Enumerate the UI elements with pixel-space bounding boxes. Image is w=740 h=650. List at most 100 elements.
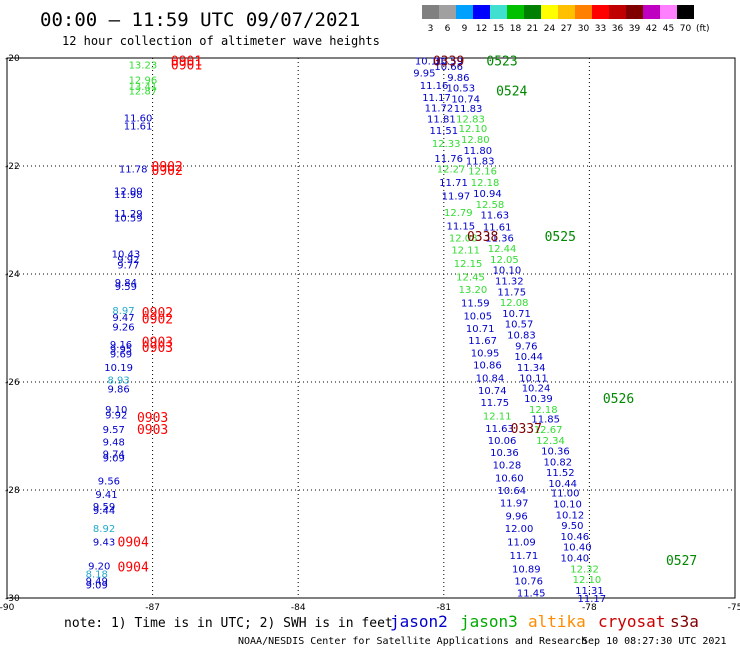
color-scale-swatch [456, 5, 473, 19]
swh-observation: 11.75 [480, 398, 509, 409]
swh-observation: 9.09 [86, 581, 108, 592]
color-scale-label: 18 [510, 24, 522, 34]
swh-observation: 13.20 [459, 285, 488, 296]
color-scale-swatch [626, 5, 643, 19]
swh-observation: 10.84 [476, 374, 505, 385]
swh-observation: 8.92 [93, 524, 115, 535]
swh-observation: 11.29 [114, 209, 143, 220]
color-scale-swatch [575, 5, 592, 19]
chart-subtitle: 12 hour collection of altimeter wave hei… [62, 34, 380, 48]
pass-label: 0902 [142, 306, 173, 321]
swh-observation: 12.10 [573, 575, 602, 586]
color-scale-swatch [643, 5, 660, 19]
swh-observation: 9.50 [561, 521, 583, 532]
color-scale-label: 70 [680, 24, 692, 34]
pass-label: 0903 [137, 411, 168, 426]
swh-observation: 10.59 [434, 57, 463, 68]
swh-observation: 11.15 [446, 221, 475, 232]
swh-observation: 12.83 [456, 114, 485, 125]
color-scale-label: 9 [462, 24, 468, 34]
swh-observation: 12.32 [570, 564, 599, 575]
swh-observation: 10.83 [507, 330, 536, 341]
swh-observation: 11.59 [461, 299, 490, 310]
swh-observation: 9.56 [98, 476, 120, 487]
swh-observation: 10.74 [478, 386, 507, 397]
x-tick-label: -78 [582, 603, 597, 613]
swh-observation: 11.97 [500, 498, 529, 509]
swh-observation: 10.11 [519, 374, 548, 385]
swh-observation: 10.40 [561, 554, 590, 565]
swh-observation: 11.51 [429, 126, 458, 137]
swh-observation: 11.63 [480, 211, 509, 222]
swh-observation: 10.94 [473, 189, 502, 200]
pass-label: 0525 [545, 230, 576, 245]
swh-observation: 9.26 [112, 322, 134, 333]
swh-observation: 12.05 [490, 255, 519, 266]
swh-observation: 9.95 [413, 69, 435, 80]
swh-observation: 10.57 [505, 320, 534, 331]
axis-ticks: -90 -87 -84 -81 -78 -75 -20 -22 -24 -26 -28 -30 [0, 54, 740, 613]
color-scale-legend: 3 6 9 12 15 18 21 24 27 30 33 36 39 42 45 70 (ft) [422, 5, 710, 34]
swh-observation: 9.74 [103, 449, 125, 460]
color-scale-swatch [660, 5, 677, 19]
swh-observation: 11.32 [495, 276, 524, 287]
color-scale-swatch [592, 5, 609, 19]
swh-observation: 10.53 [446, 84, 475, 95]
swh-observation: 10.40 [563, 543, 592, 554]
swh-observation: 10.19 [104, 363, 133, 374]
swh-observation: 9.77 [117, 260, 139, 271]
color-scale-swatch [422, 5, 439, 19]
x-tick-label: -84 [291, 603, 306, 613]
swh-observation: 11.72 [425, 104, 454, 115]
swh-observation: 12.00 [505, 524, 534, 535]
swh-observation: 11.34 [517, 363, 546, 374]
pass-label: 0523 [486, 55, 517, 70]
swh-observation: 10.76 [514, 577, 543, 588]
swh-observation: 11.63 [485, 424, 514, 435]
swh-observation: 10.10 [553, 500, 582, 511]
x-tick-label: -81 [436, 603, 451, 613]
swh-observation: 12.08 [449, 233, 478, 244]
swh-observation: 9.10 [105, 405, 127, 416]
swh-observation: 12.33 [432, 139, 461, 150]
y-tick-label: -26 [5, 378, 20, 388]
swh-observation: 10.12 [556, 510, 585, 521]
swh-observation: 13.23 [129, 60, 158, 71]
swh-observation: 11.98 [114, 190, 143, 201]
swh-observation: 10.89 [512, 564, 541, 575]
swh-observation: 10.05 [463, 312, 492, 323]
swh-observation: 11.61 [483, 222, 512, 233]
swh-observation: 9.16 [110, 340, 132, 351]
swh-observation: 12.15 [454, 259, 483, 270]
swh-observation: 12.96 [129, 76, 158, 87]
mission-name: jason2 [390, 612, 448, 631]
pass-label: 0901 [171, 58, 202, 73]
color-scale-label: 6 [445, 24, 451, 34]
color-scale-swatch [677, 5, 694, 19]
y-tick-label: -30 [5, 594, 20, 604]
color-scale-label: 36 [612, 24, 624, 34]
color-scale-label: 3 [428, 24, 434, 34]
swh-observation: 10.43 [112, 249, 141, 260]
swh-observation: 10.46 [561, 532, 590, 543]
swh-observation: 9.20 [88, 562, 110, 573]
color-scale-label: 33 [595, 24, 606, 34]
swh-observation: 12.34 [536, 436, 565, 447]
swh-observation: 9.48 [103, 437, 125, 448]
swh-observation: 12.10 [459, 124, 488, 135]
color-scale-label: 45 [663, 24, 674, 34]
color-scale-label: 21 [527, 24, 538, 34]
swh-observation: 10.59 [114, 213, 143, 224]
color-scale-label: 24 [544, 24, 556, 34]
swh-observation: 11.81 [427, 114, 456, 125]
mission-legend: jason2 jason3 altika cryosat s3a [390, 612, 699, 631]
x-tick-label: -75 [728, 603, 740, 613]
swh-observation: 11.09 [507, 537, 536, 548]
swh-observation: 12.11 [451, 246, 480, 257]
mission-name: s3a [670, 612, 699, 631]
swh-observation: 11.97 [442, 192, 471, 203]
pass-label: 0526 [603, 392, 634, 407]
swh-observation: 10.44 [514, 352, 543, 363]
swh-observation: 9.95 [110, 345, 132, 356]
swh-observation: 9.76 [515, 341, 537, 352]
